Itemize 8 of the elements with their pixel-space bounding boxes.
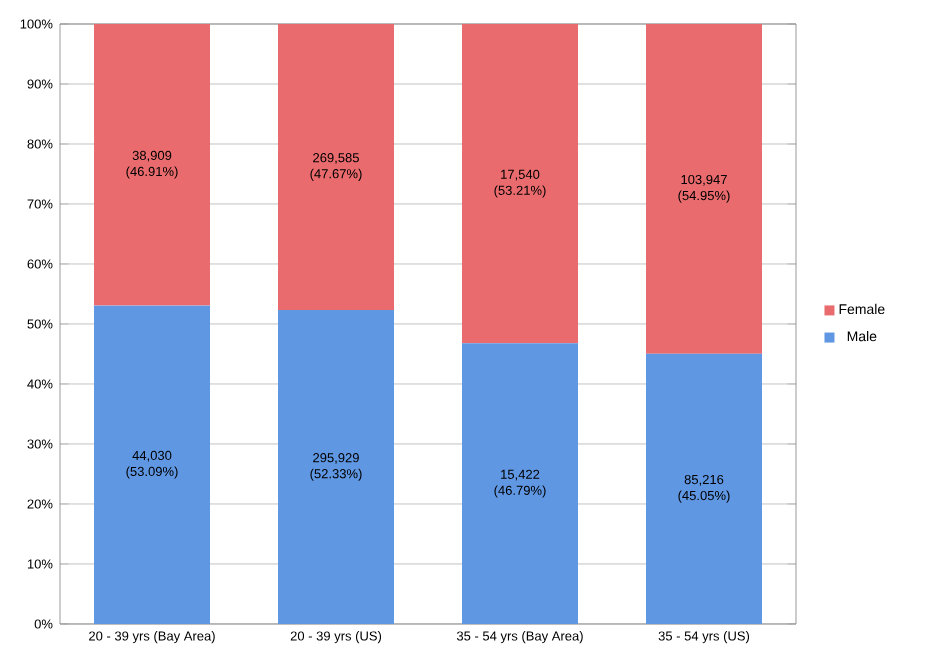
bar	[646, 23, 762, 354]
bar	[278, 310, 395, 624]
bar	[94, 23, 211, 306]
bar	[462, 343, 578, 624]
bar	[646, 353, 762, 624]
bar	[278, 23, 395, 310]
bar	[462, 23, 578, 344]
bar	[94, 305, 211, 624]
